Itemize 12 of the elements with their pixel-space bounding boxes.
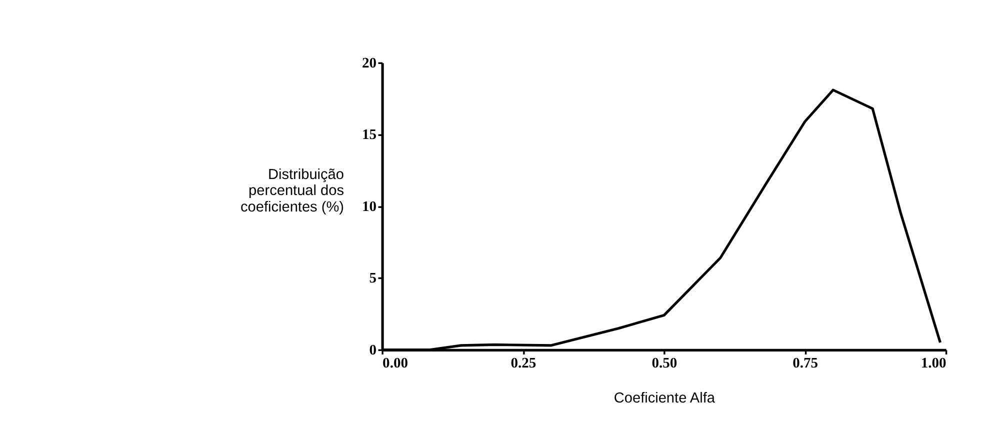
x-tick-label: 0.00	[382, 355, 408, 372]
x-tick-label: 1.00	[920, 355, 946, 372]
y-tick-label: 10	[362, 198, 377, 215]
x-tick-label: 0.75	[792, 355, 818, 372]
x-axis-title: Coeficiente Alfa	[614, 390, 716, 406]
y-axis-title: Distribuição percentual dos coeficientes (%)	[240, 166, 344, 216]
x-tick-label: 0.50	[652, 355, 678, 372]
y-tick-label: 15	[362, 127, 377, 144]
y-tick-label: 0	[369, 342, 377, 358]
y-tick-label: 20	[362, 55, 377, 72]
x-tick-label: 0.25	[510, 355, 536, 372]
y-tick-label: 5	[369, 270, 377, 287]
